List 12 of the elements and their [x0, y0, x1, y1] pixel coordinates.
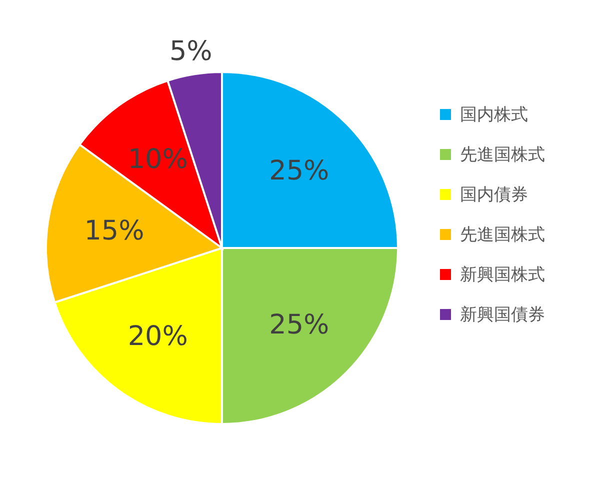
data-label: 10% [128, 144, 188, 176]
legend-label: 国内債券 [460, 185, 528, 205]
legend-label: 新興国債券 [460, 305, 545, 325]
data-label: 25% [269, 155, 330, 186]
data-label: 15% [84, 215, 144, 246]
legend-label: 先進国株式 [460, 145, 545, 165]
data-label: 25% [269, 310, 330, 341]
legend-label: 新興国株式 [460, 265, 545, 285]
legend-label: 国内株式 [460, 105, 528, 125]
data-label: 20% [128, 320, 188, 352]
legend-label: 先進国株式 [460, 225, 545, 245]
data-label: 5% [169, 36, 212, 68]
